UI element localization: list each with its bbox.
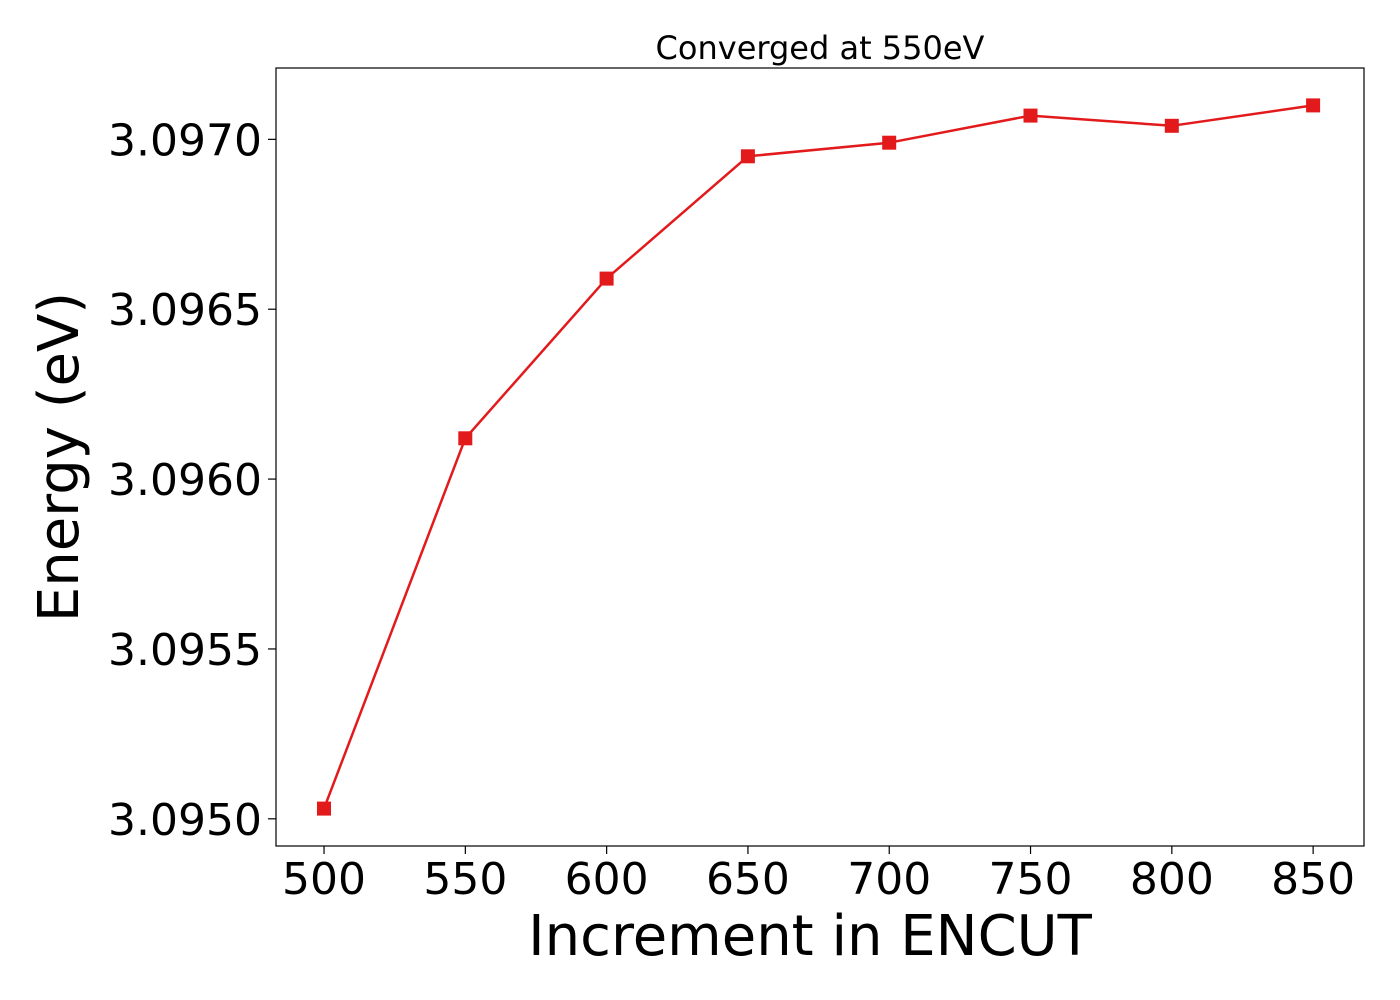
- x-tick-label: 850: [1271, 854, 1355, 905]
- series-group: [317, 98, 1321, 816]
- data-point: [317, 801, 331, 816]
- x-axis-ticks: 500 550 600 650 700 750 800 850: [282, 846, 1355, 905]
- data-point: [1023, 108, 1038, 123]
- y-tick-label: 3.0970: [108, 115, 262, 166]
- y-tick-label: 3.0960: [108, 455, 262, 506]
- data-point: [458, 431, 473, 446]
- y-axis-label: Energy (eV): [27, 292, 92, 622]
- data-point: [1164, 118, 1179, 133]
- data-point: [740, 149, 755, 164]
- x-tick-label: 600: [565, 854, 649, 905]
- plot-frame: [275, 67, 1365, 847]
- data-point: [1306, 98, 1321, 113]
- x-tick-label: 700: [847, 854, 931, 905]
- y-axis-ticks: 3.0950 3.0955 3.0960 3.0965 3.0970: [108, 115, 276, 846]
- y-tick-label: 3.0955: [108, 625, 262, 676]
- x-tick-label: 500: [282, 854, 366, 905]
- x-tick-label: 550: [423, 854, 507, 905]
- y-tick-label: 3.0965: [108, 285, 262, 336]
- x-tick-label: 800: [1130, 854, 1214, 905]
- y-tick-label: 3.0950: [108, 795, 262, 846]
- data-point: [599, 271, 614, 286]
- plot-area: 500 550 600 650 700 750 800 850 3.09503.09553.0…: [108, 67, 1365, 905]
- x-tick-label: 750: [989, 854, 1073, 905]
- data-point: [882, 135, 897, 150]
- x-tick-label: 650: [706, 854, 790, 905]
- series-line: [322, 104, 1314, 810]
- chart-title: Converged at 550eV: [656, 29, 985, 67]
- x-axis-label: Increment in ENCUT: [528, 904, 1093, 969]
